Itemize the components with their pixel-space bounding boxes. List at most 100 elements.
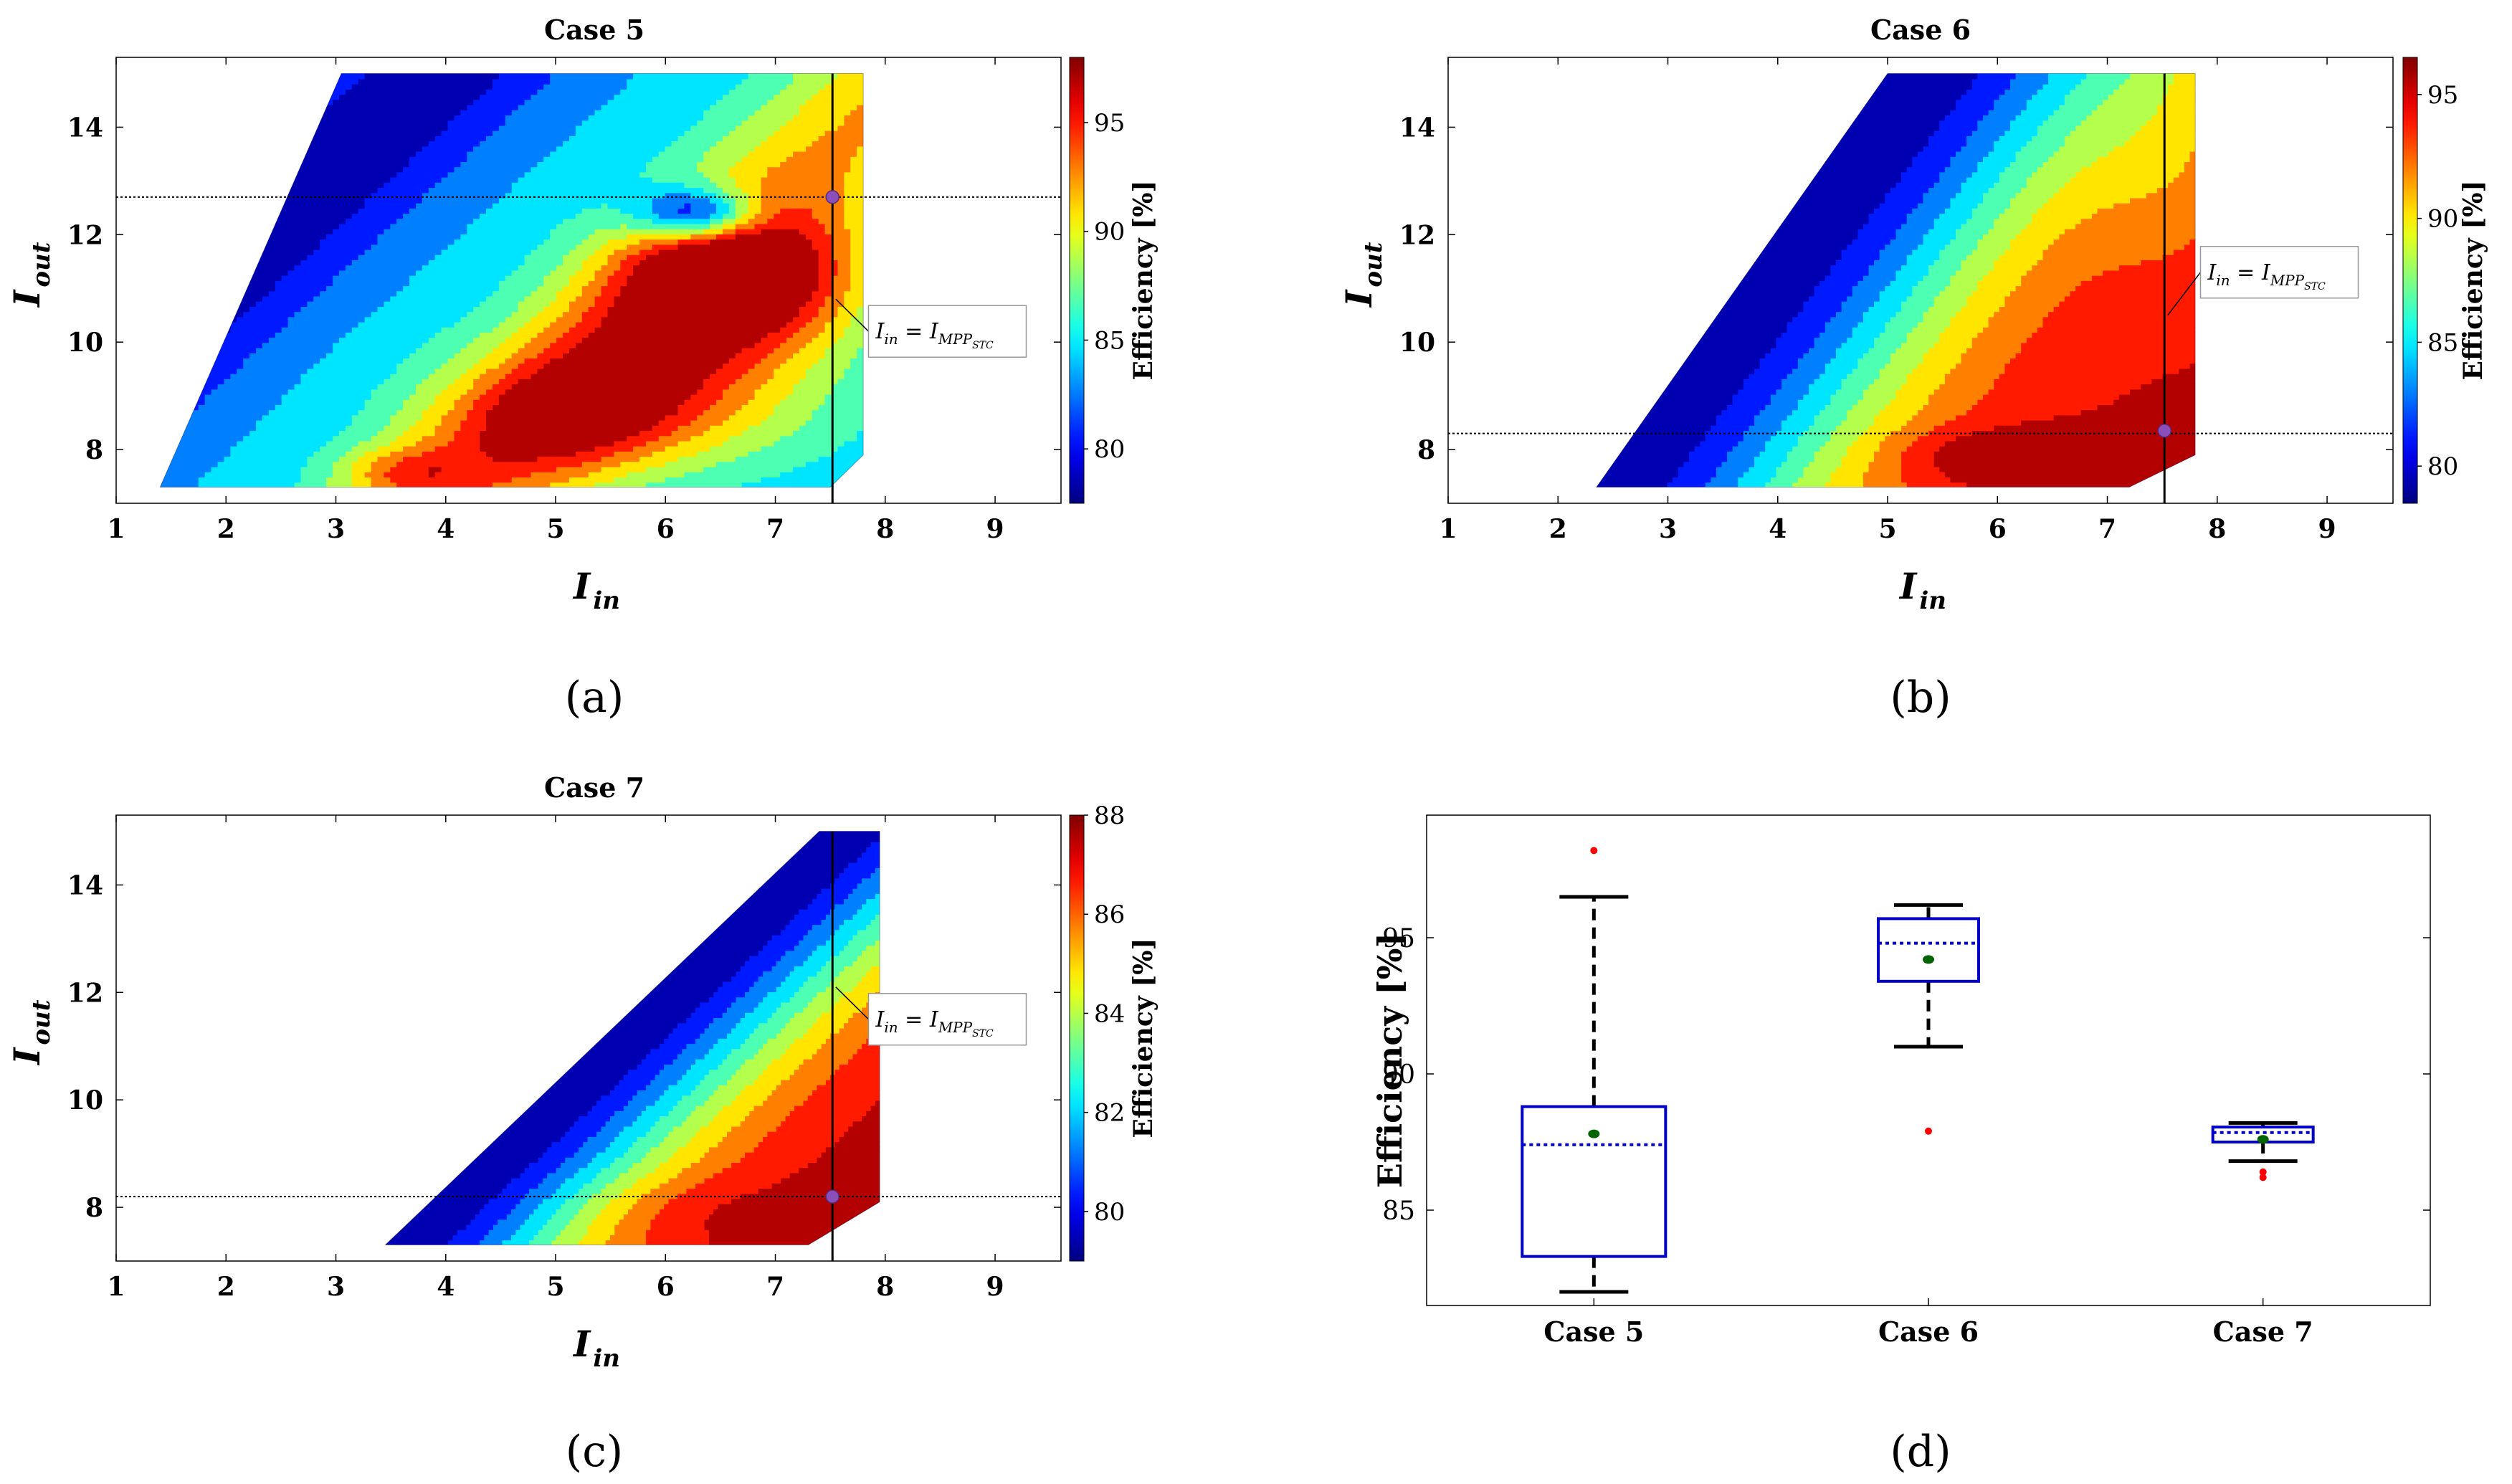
panel-c-title: Case 7 <box>544 771 644 804</box>
panel-a-title: Case 5 <box>544 14 644 46</box>
panel-c-xtick-label: 4 <box>437 1272 455 1302</box>
box-outlier <box>1925 1127 1932 1135</box>
panel-b-ytick-label: 12 <box>1399 220 1435 250</box>
panel-c-y-axis-label: Iout <box>6 999 56 1066</box>
panel-d-xtick-label: Case 7 <box>2213 1316 2313 1348</box>
panel-b-colorbar-tick-label: 90 <box>2427 205 2458 234</box>
box-mean-marker <box>1923 955 1934 964</box>
box-outlier <box>2259 1174 2267 1181</box>
box-6 <box>1877 903 1980 1135</box>
panel-a-xtick-label: 4 <box>437 514 455 544</box>
panel-b-ytick-label: 8 <box>1417 435 1435 465</box>
panel-d-y-axis-label: Efficiency [%] <box>1371 933 1409 1188</box>
panel-a-xtick-label: 7 <box>766 514 784 544</box>
panel-a-colorbar <box>1069 57 1085 504</box>
panel-b-mpp-annotation: Iin = IMPPSTC <box>2167 246 2359 316</box>
box-iqr <box>1877 917 1980 983</box>
panel-b-xtick-label: 2 <box>1549 514 1567 544</box>
panel-b-xtick-label: 8 <box>2208 514 2226 544</box>
panel-c-xtick-label: 3 <box>327 1272 345 1302</box>
panel-b-xtick-label: 1 <box>1439 514 1457 544</box>
panel-c-xtick-label: 9 <box>986 1272 1004 1302</box>
panel-b-y-axis-label: Iout <box>1338 242 1388 308</box>
box-outlier <box>1590 847 1598 855</box>
box-mean-marker <box>2257 1135 2269 1144</box>
panel-a-xtick-label: 6 <box>657 514 675 544</box>
panel-d-label: (d) <box>1890 1427 1951 1477</box>
panel-a-ytick-label: 8 <box>85 435 103 465</box>
panel-b-xtick-label: 7 <box>2098 514 2116 544</box>
box-mean-marker <box>1588 1129 1600 1138</box>
panel-a-ytick-label: 10 <box>67 328 103 358</box>
panel-c-colorbar-tick-label: 84 <box>1094 999 1125 1028</box>
panel-b-colorbar-tick-label: 85 <box>2427 328 2458 357</box>
panel-a-ytick-label: 12 <box>67 220 103 250</box>
panel-c-xtick-label: 1 <box>107 1272 125 1302</box>
panel-a-colorbar-tick-label: 90 <box>1094 218 1125 247</box>
panel-b-xtick-label: 9 <box>2318 514 2336 544</box>
panel-a-annotation-text: Iin = IMPPSTC <box>875 319 994 351</box>
panel-a-xtick-label: 9 <box>986 514 1004 544</box>
panel-b-xtick-label: 5 <box>1878 514 1896 544</box>
panel-c-xtick-label: 7 <box>766 1272 784 1302</box>
panel-a-y-axis-label: Iout <box>6 242 56 308</box>
panel-a-colorbar-label: Efficiency [%] <box>1128 181 1159 381</box>
panel-a-xtick-label: 2 <box>217 514 235 544</box>
panel-b-colorbar-tick-label: 95 <box>2427 81 2458 110</box>
panel-b-title: Case 6 <box>1870 14 1971 46</box>
panel-d-ytick-label: 85 <box>1382 1197 1415 1226</box>
panel-b-region-outline <box>1595 72 2196 488</box>
panel-a-xtick-label: 5 <box>546 514 564 544</box>
panel-d-ytick-label: 90 <box>1382 1060 1415 1090</box>
panel-b-colorbar <box>2402 57 2418 504</box>
panel-c-operating-point <box>825 1189 839 1204</box>
panel-d-ytick-label: 95 <box>1382 924 1415 953</box>
panel-b-xtick-label: 6 <box>1989 514 2007 544</box>
panel-b-colorbar-label: Efficiency [%] <box>2458 181 2488 381</box>
box-5 <box>1521 847 1667 1294</box>
panel-c-colorbar-tick-label: 82 <box>1094 1099 1125 1128</box>
panel-d-xtick-label: Case 6 <box>1878 1316 1979 1348</box>
panel-c-label: (c) <box>566 1427 623 1477</box>
panel-c-colorbar-label: Efficiency [%] <box>1128 938 1159 1138</box>
panel-c-xtick-label: 8 <box>876 1272 894 1302</box>
panel-a-region-outline <box>159 72 864 488</box>
panel-b-annotation-text: Iin = IMPPSTC <box>2207 260 2326 292</box>
panel-b-operating-point <box>2157 424 2171 438</box>
panel-c-ytick-label: 12 <box>67 978 103 1008</box>
panel-c-ytick-label: 8 <box>85 1193 103 1223</box>
panel-a-label: (a) <box>565 672 624 723</box>
panel-d-xtick-label: Case 5 <box>1543 1316 1644 1348</box>
panel-c-mpp-annotation: Iin = IMPPSTC <box>835 986 1027 1046</box>
panel-b-ytick-label: 10 <box>1399 328 1435 358</box>
panel-c-xtick-label: 5 <box>546 1272 564 1302</box>
panel-c-annotation-text: Iin = IMPPSTC <box>875 1007 994 1040</box>
panel-b-xtick-label: 4 <box>1769 514 1787 544</box>
panel-c-colorbar-tick-label: 80 <box>1094 1198 1125 1227</box>
panel-a-mpp-annotation: Iin = IMPPSTC <box>835 298 1027 358</box>
panel-c-ytick-label: 14 <box>67 870 103 900</box>
panel-a-xtick-label: 1 <box>107 514 125 544</box>
panel-a-ytick-label: 14 <box>67 113 103 143</box>
panel-a-colorbar-tick-label: 85 <box>1094 326 1125 355</box>
box-iqr <box>1521 1105 1667 1258</box>
panel-b-colorbar-tick-label: 80 <box>2427 452 2458 481</box>
box-7 <box>2211 1121 2315 1181</box>
panel-c-colorbar-tick-label: 86 <box>1094 900 1125 929</box>
panel-b-label: (b) <box>1890 672 1951 723</box>
panel-a-xtick-label: 3 <box>327 514 345 544</box>
panel-b-ytick-label: 14 <box>1399 113 1435 143</box>
box-outlier <box>2259 1168 2267 1176</box>
panel-a-colorbar-tick-label: 80 <box>1094 435 1125 464</box>
panel-c-colorbar-tick-label: 88 <box>1094 802 1125 830</box>
panel-a-operating-point <box>825 190 839 204</box>
panel-c-xtick-label: 6 <box>657 1272 675 1302</box>
